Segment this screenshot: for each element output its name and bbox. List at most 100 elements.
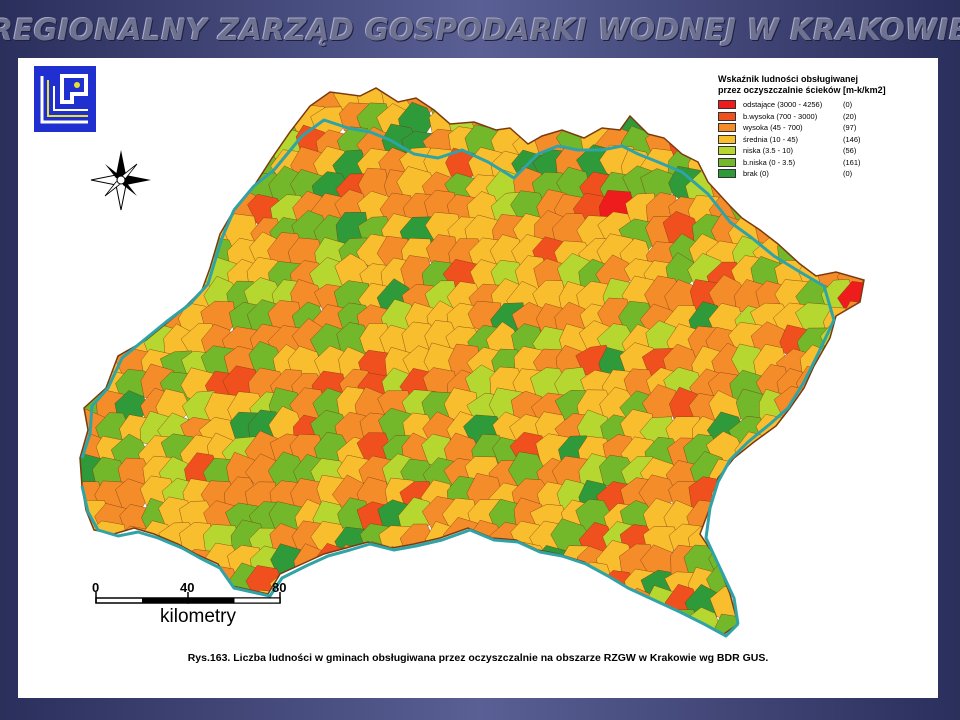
legend-swatch	[718, 123, 736, 133]
municipality-area	[135, 563, 175, 602]
municipality-area	[730, 543, 771, 581]
municipality-area	[162, 149, 199, 188]
municipality-area	[202, 151, 243, 188]
municipality-area	[755, 519, 793, 555]
municipality-area	[317, 564, 352, 601]
municipality-area	[732, 481, 769, 516]
municipality-area	[89, 261, 129, 295]
municipality-area	[816, 582, 855, 622]
municipality-area	[862, 563, 864, 599]
municipality-area	[380, 588, 416, 627]
legend-item: wysoka (45 - 700) (97)	[718, 122, 918, 134]
municipality-area	[512, 611, 550, 634]
municipality-area	[862, 320, 864, 357]
municipality-area	[735, 613, 768, 634]
figure-caption: Rys.163. Liczba ludności w gminach obsłu…	[187, 652, 769, 664]
municipality-area	[842, 300, 864, 340]
municipality-area	[400, 88, 438, 94]
legend-count: (56)	[843, 146, 857, 156]
municipality-area	[840, 566, 864, 601]
municipality-area	[246, 88, 284, 95]
municipality-area	[579, 610, 617, 634]
municipality-area	[93, 301, 131, 338]
municipality-area	[780, 191, 814, 230]
municipality-area	[843, 478, 864, 511]
municipality-area	[621, 88, 657, 94]
municipality-area	[492, 568, 527, 603]
municipality-area	[821, 387, 859, 425]
municipality-area	[775, 522, 811, 559]
municipality-area	[90, 276, 130, 313]
municipality-area	[861, 434, 864, 470]
municipality-area	[112, 544, 149, 582]
legend-item: średnia (10 - 45) (146)	[718, 134, 918, 146]
municipality-area	[267, 88, 304, 97]
content-panel: Wskaźnik ludności obsługiwanej przez ocz…	[18, 58, 938, 698]
municipality-area	[442, 543, 482, 576]
scale-unit-label: kilometry	[160, 606, 237, 627]
municipality-area	[862, 302, 864, 336]
municipality-area	[819, 518, 857, 554]
municipality-area	[80, 283, 107, 321]
rzgw-logo-icon	[34, 66, 96, 132]
municipality-area	[534, 88, 570, 98]
municipality-area	[797, 189, 835, 227]
municipality-area	[267, 88, 307, 120]
municipality-area	[229, 100, 267, 137]
municipality-area	[868, 456, 902, 491]
municipality-area	[180, 148, 218, 185]
map-legend: Wskaźnik ludności obsługiwanej przez ocz…	[718, 74, 918, 180]
municipality-area	[755, 498, 793, 539]
municipality-area	[862, 523, 864, 559]
municipality-area	[117, 102, 153, 140]
municipality-area	[158, 107, 195, 142]
municipality-area	[510, 103, 548, 136]
municipality-area	[841, 585, 864, 621]
municipality-area	[159, 165, 193, 206]
municipality-area	[511, 88, 551, 93]
municipality-area	[603, 88, 638, 101]
municipality-area	[858, 373, 864, 408]
municipality-area	[464, 588, 502, 628]
legend-count: (20)	[843, 111, 857, 121]
municipality-area	[490, 88, 527, 115]
municipality-area	[138, 169, 172, 207]
municipality-area	[80, 547, 112, 585]
municipality-area	[138, 126, 173, 165]
municipality-area	[577, 88, 616, 94]
municipality-area	[80, 257, 107, 295]
municipality-area	[553, 88, 592, 95]
municipality-area	[80, 327, 87, 364]
municipality-area	[863, 498, 864, 536]
municipality-area	[80, 232, 109, 268]
municipality-area	[537, 613, 571, 634]
legend-item: niska (3.5 - 10) (56)	[718, 145, 918, 157]
municipality-area	[841, 322, 864, 356]
municipality-area	[866, 613, 904, 647]
municipality-area	[91, 235, 130, 270]
municipality-area	[823, 476, 857, 515]
municipality-area	[180, 212, 217, 246]
municipality-area	[112, 563, 149, 601]
legend-item: brak (0) (0)	[718, 168, 918, 180]
municipality-area	[113, 210, 150, 249]
legend-count: (146)	[843, 134, 861, 144]
municipality-area	[80, 519, 90, 558]
municipality-area	[579, 88, 615, 118]
municipality-area	[861, 412, 864, 446]
municipality-area	[200, 88, 240, 98]
municipality-area	[797, 455, 831, 487]
municipality-area	[779, 566, 814, 605]
municipality-area	[181, 88, 220, 95]
municipality-area	[80, 219, 84, 254]
municipality-area	[795, 475, 831, 512]
municipality-area	[93, 88, 129, 93]
municipality-area	[817, 610, 856, 634]
municipality-area	[136, 539, 175, 579]
municipality-area	[80, 326, 105, 359]
municipality-area	[841, 237, 864, 271]
municipality-area	[467, 546, 502, 583]
municipality-area	[796, 413, 837, 453]
municipality-area	[80, 562, 85, 601]
municipality-area	[80, 214, 111, 248]
